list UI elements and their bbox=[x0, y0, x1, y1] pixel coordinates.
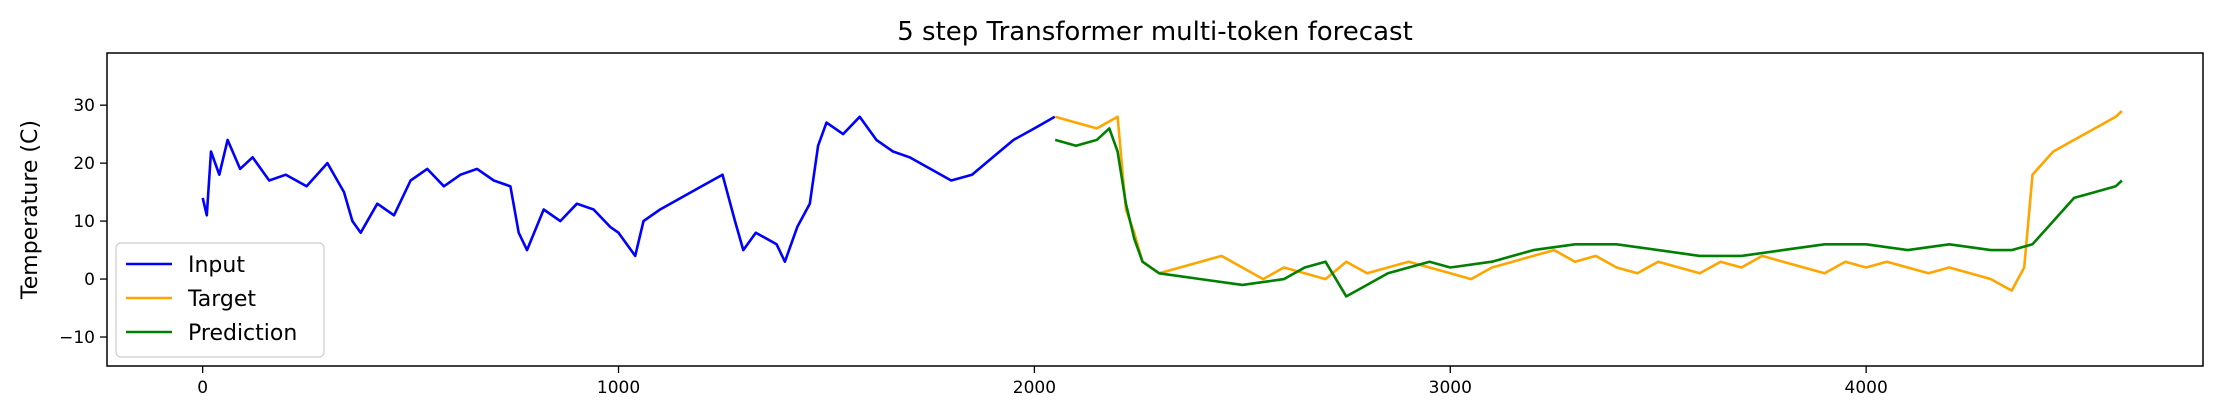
series-layer bbox=[201, 110, 2123, 298]
series-line-prediction bbox=[1054, 127, 2123, 298]
legend-label-prediction: Prediction bbox=[188, 321, 297, 346]
series-line-target bbox=[1054, 110, 2123, 292]
legend-box bbox=[115, 242, 325, 358]
legend-label-input: Input bbox=[188, 253, 245, 278]
x-tick-label: 0 bbox=[197, 378, 208, 398]
y-tick-label: 10 bbox=[73, 212, 95, 232]
y-tick-label: 30 bbox=[73, 96, 95, 116]
x-tick-label: 4000 bbox=[1845, 378, 1888, 398]
series-line-input bbox=[201, 115, 1056, 263]
chart-title: 5 step Transformer multi-token forecast bbox=[897, 17, 1413, 47]
x-tick-label: 1000 bbox=[597, 378, 640, 398]
y-tick-label: 20 bbox=[73, 154, 95, 174]
x-tick-label: 3000 bbox=[1429, 378, 1472, 398]
y-axis-ticks: −10 0 10 20 30 bbox=[59, 96, 107, 348]
y-tick-label: 0 bbox=[84, 270, 95, 290]
legend-label-target: Target bbox=[187, 287, 256, 312]
x-tick-label: 2000 bbox=[1013, 378, 1056, 398]
plot-frame bbox=[106, 52, 2204, 367]
y-axis-label: Temperature (C) bbox=[18, 120, 43, 300]
y-tick-label: −10 bbox=[59, 328, 95, 348]
x-axis-ticks: 0 1000 2000 3000 4000 bbox=[197, 366, 1888, 398]
legend: Input Target Prediction bbox=[115, 242, 325, 358]
